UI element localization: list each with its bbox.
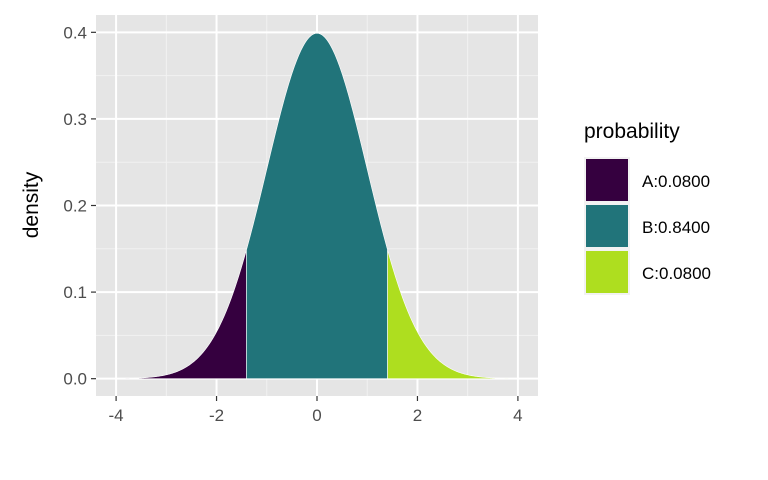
legend-swatch	[586, 251, 628, 293]
density-region	[387, 249, 519, 379]
legend-label: B:0.8400	[642, 218, 710, 237]
y-axis-label: density	[20, 171, 43, 238]
axes: -4 -2 0 2 4 0.0 0.1 0.2 0.3 0.4	[63, 23, 522, 425]
legend-swatch	[586, 159, 628, 201]
x-tick-label: -4	[109, 406, 124, 425]
y-tick-label: 0.1	[63, 283, 87, 302]
y-tick-label: 0.2	[63, 197, 87, 216]
legend: probability A:0.0800 B:0.8400 C:0.0800	[584, 120, 711, 295]
density-region	[115, 249, 247, 379]
density-region	[246, 32, 388, 379]
legend-label: C:0.0800	[642, 264, 711, 283]
legend-swatch	[586, 205, 628, 247]
x-tick-label: 0	[312, 406, 321, 425]
x-tick-label: 4	[513, 406, 522, 425]
density-areas	[115, 32, 519, 379]
y-tick-label: 0.4	[63, 23, 87, 42]
x-tick-label: 2	[413, 406, 422, 425]
legend-label: A:0.0800	[642, 172, 710, 191]
y-tick-label: 0.3	[63, 110, 87, 129]
y-tick-label: 0.0	[63, 370, 87, 389]
x-tick-label: -2	[209, 406, 224, 425]
legend-title: probability	[584, 120, 680, 143]
